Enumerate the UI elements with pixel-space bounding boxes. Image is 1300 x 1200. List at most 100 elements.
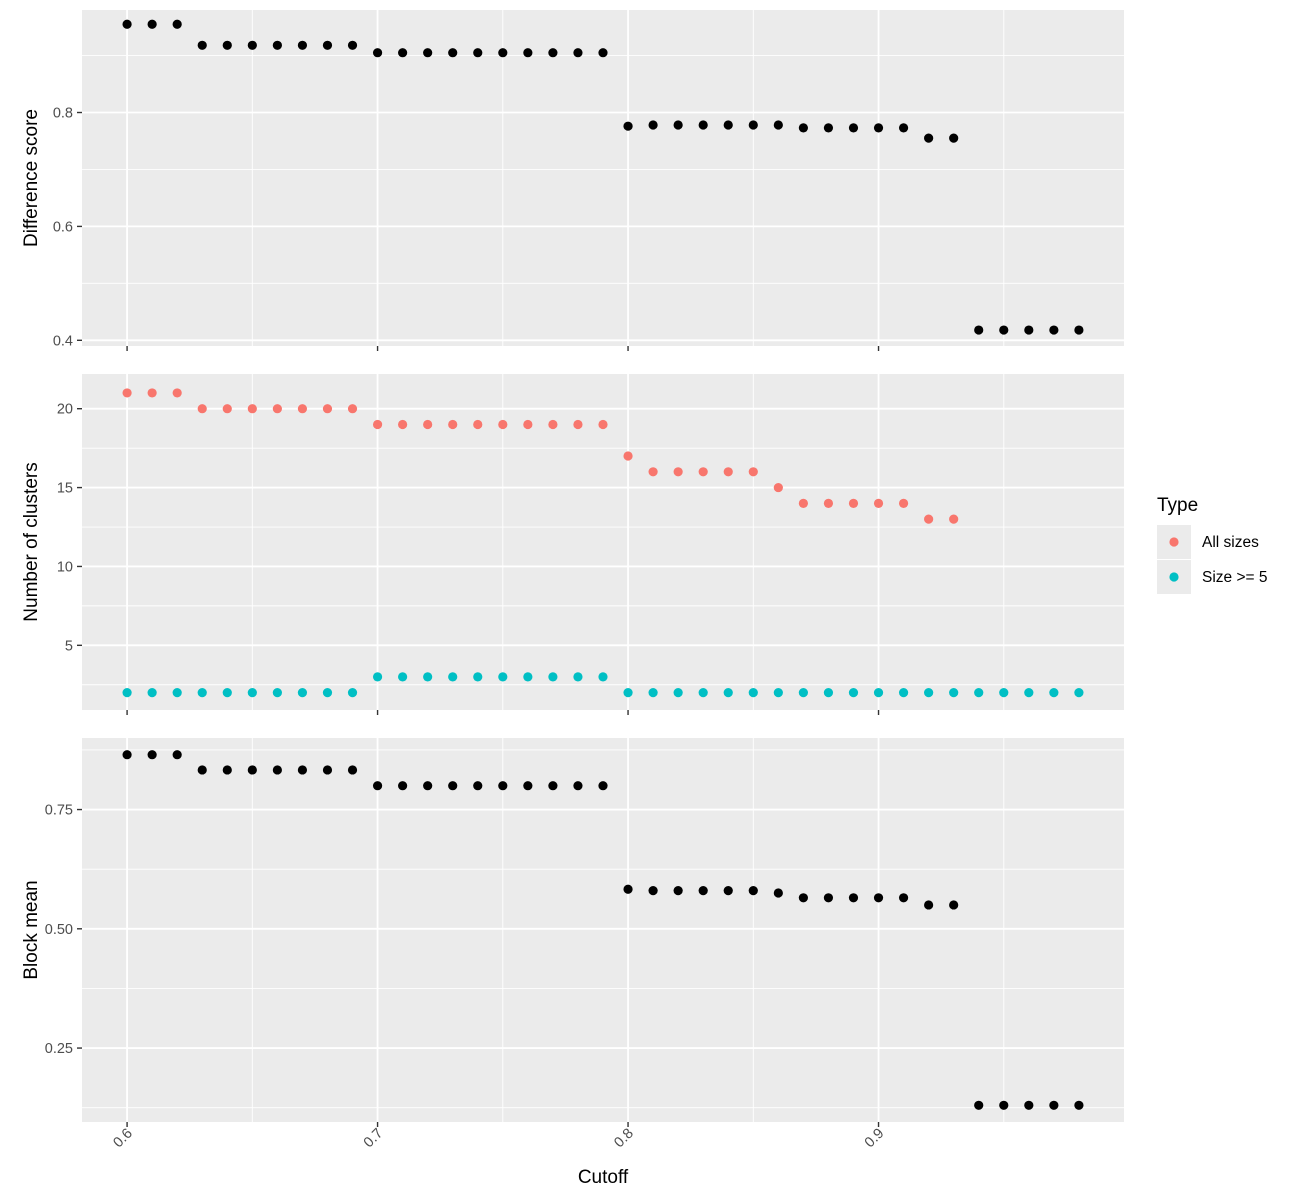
data-point (648, 467, 658, 477)
data-point (498, 781, 508, 791)
data-point (949, 688, 959, 698)
data-point (898, 498, 909, 508)
data-point (573, 781, 583, 791)
data-point (598, 419, 608, 430)
data-point (598, 672, 608, 682)
data-point (1074, 325, 1084, 335)
data-point (272, 765, 282, 775)
data-point (1049, 325, 1059, 335)
data-point (372, 48, 383, 58)
data-point (673, 886, 683, 896)
data-point (848, 893, 859, 903)
y-tick-label: 0.75 (45, 803, 73, 819)
data-point (372, 672, 383, 682)
data-point (999, 1100, 1009, 1110)
data-point (347, 765, 358, 775)
legend-marker (1169, 572, 1179, 582)
data-point (773, 482, 783, 493)
x-tick-label: 0.7 (361, 1126, 387, 1152)
data-point (423, 48, 433, 58)
data-point (372, 419, 383, 430)
data-point (848, 688, 859, 698)
data-point (272, 40, 282, 50)
data-point (924, 514, 934, 524)
data-point (297, 765, 308, 775)
data-point (423, 672, 433, 682)
data-point (873, 893, 884, 903)
data-point (473, 672, 483, 682)
data-point (122, 19, 132, 29)
data-point (473, 781, 483, 791)
data-point (122, 750, 132, 760)
data-point (648, 120, 658, 130)
y-axis-title: Difference score (21, 109, 42, 247)
data-point (498, 48, 508, 58)
data-point (247, 404, 257, 414)
data-point (297, 404, 308, 414)
data-point (848, 123, 859, 133)
data-point (448, 781, 458, 791)
data-point (398, 419, 408, 430)
data-point (949, 133, 959, 143)
data-point (347, 40, 358, 50)
data-point (698, 120, 708, 130)
data-point (873, 688, 884, 698)
data-point (898, 893, 909, 903)
data-point (623, 451, 633, 461)
panel-background (82, 10, 1124, 346)
y-tick-label: 5 (65, 638, 73, 654)
data-point (523, 419, 533, 430)
data-point (723, 886, 733, 896)
data-point (372, 781, 383, 791)
data-point (473, 48, 483, 58)
data-point (648, 886, 658, 896)
data-point (974, 1100, 984, 1110)
legend-label: All sizes (1202, 534, 1259, 551)
y-tick-label: 15 (57, 481, 73, 497)
data-point (748, 467, 758, 477)
data-point (498, 672, 508, 682)
data-point (823, 498, 834, 508)
data-point (798, 688, 808, 698)
data-point (573, 419, 583, 430)
data-point (1024, 325, 1034, 335)
data-point (297, 688, 308, 698)
data-point (448, 419, 458, 430)
data-point (247, 40, 257, 50)
data-point (773, 888, 783, 898)
x-axis-title: Cutoff (578, 1167, 629, 1188)
data-point (974, 688, 984, 698)
data-point (523, 781, 533, 791)
data-point (723, 467, 733, 477)
y-tick-label: 0.4 (53, 333, 73, 349)
y-axis-title: Number of clusters (21, 462, 42, 621)
data-point (623, 884, 633, 894)
y-tick-label: 0.6 (53, 219, 73, 235)
data-point (974, 325, 984, 335)
data-point (272, 688, 282, 698)
data-point (398, 672, 408, 682)
data-point (924, 133, 934, 143)
data-point (322, 688, 333, 698)
data-point (898, 688, 909, 698)
data-point (798, 893, 808, 903)
data-point (648, 688, 658, 698)
data-point (197, 765, 207, 775)
data-point (1074, 688, 1084, 698)
data-point (848, 498, 859, 508)
data-point (698, 886, 708, 896)
data-point (172, 388, 182, 398)
y-tick-label: 0.25 (45, 1041, 73, 1057)
data-point (222, 765, 232, 775)
data-point (748, 688, 758, 698)
data-point (322, 40, 333, 50)
data-point (473, 419, 483, 430)
data-point (949, 900, 959, 910)
data-point (873, 498, 884, 508)
data-point (548, 48, 558, 58)
data-point (798, 498, 808, 508)
data-point (823, 688, 834, 698)
data-point (172, 19, 182, 29)
data-point (999, 325, 1009, 335)
data-point (1024, 1100, 1034, 1110)
